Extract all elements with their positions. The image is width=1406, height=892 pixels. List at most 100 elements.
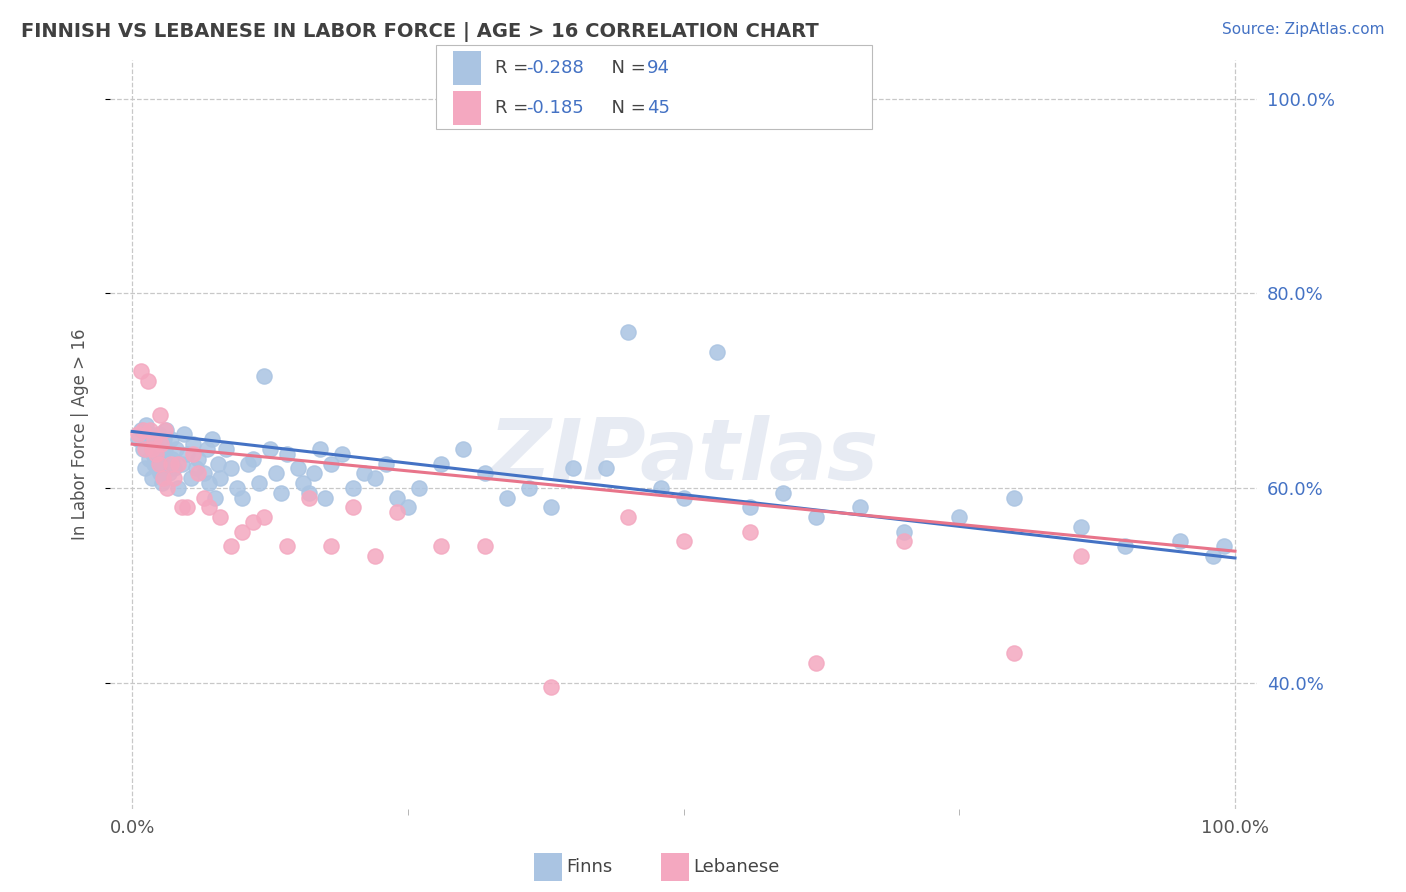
Point <box>204 491 226 505</box>
Point <box>145 447 167 461</box>
Point <box>231 491 253 505</box>
Point <box>804 510 827 524</box>
Point <box>540 681 562 695</box>
Point <box>672 491 695 505</box>
Point <box>297 485 319 500</box>
Point <box>153 432 176 446</box>
Point <box>893 534 915 549</box>
Point <box>132 442 155 456</box>
Point <box>364 471 387 485</box>
Point <box>221 461 243 475</box>
Point <box>253 368 276 383</box>
Point <box>385 491 408 505</box>
Point <box>149 437 172 451</box>
Point <box>187 451 209 466</box>
Point <box>650 481 672 495</box>
Point <box>163 471 186 485</box>
Point <box>143 432 166 446</box>
Point <box>135 417 157 432</box>
Point <box>276 539 298 553</box>
Point <box>451 442 474 456</box>
Point <box>292 476 315 491</box>
Point <box>215 442 238 456</box>
Point <box>149 467 172 481</box>
Point <box>540 500 562 515</box>
Point <box>149 437 172 451</box>
Point <box>430 457 453 471</box>
Point <box>225 481 247 495</box>
Text: R =: R = <box>495 99 534 117</box>
Point <box>247 476 270 491</box>
Point <box>1114 539 1136 553</box>
Point <box>156 457 179 471</box>
Point <box>738 524 761 539</box>
Point <box>297 491 319 505</box>
Point <box>374 457 396 471</box>
Text: 94: 94 <box>647 60 669 78</box>
Point <box>129 364 152 378</box>
Point <box>236 457 259 471</box>
Point <box>134 442 156 456</box>
Point <box>1168 534 1191 549</box>
Point <box>198 500 221 515</box>
Point <box>1002 646 1025 660</box>
Point <box>152 471 174 485</box>
Point <box>143 432 166 446</box>
Text: Finns: Finns <box>567 858 613 876</box>
Point <box>849 500 872 515</box>
Point <box>159 457 181 471</box>
Point <box>221 539 243 553</box>
Point <box>595 461 617 475</box>
Point <box>159 432 181 446</box>
Point <box>408 481 430 495</box>
Point <box>276 447 298 461</box>
Text: -0.185: -0.185 <box>526 99 583 117</box>
Text: Lebanese: Lebanese <box>693 858 779 876</box>
Text: ZIPatlas: ZIPatlas <box>488 416 879 499</box>
Point <box>804 656 827 670</box>
Point <box>287 461 309 475</box>
Point <box>143 457 166 471</box>
Point <box>138 451 160 466</box>
Point <box>163 461 186 475</box>
Point <box>141 442 163 456</box>
Point <box>617 510 640 524</box>
Point <box>157 467 180 481</box>
Point <box>617 325 640 339</box>
Point <box>264 467 287 481</box>
Point <box>187 467 209 481</box>
Point <box>517 481 540 495</box>
Point <box>1002 491 1025 505</box>
Point <box>193 467 215 481</box>
Point <box>330 447 353 461</box>
Point <box>173 427 195 442</box>
Point <box>170 500 193 515</box>
Point <box>180 471 202 485</box>
Text: N =: N = <box>600 99 652 117</box>
Point <box>176 500 198 515</box>
Point <box>231 524 253 539</box>
Point <box>139 437 162 451</box>
Point <box>308 442 330 456</box>
Point <box>209 510 232 524</box>
Point <box>129 423 152 437</box>
Point <box>474 539 496 553</box>
Point <box>209 471 232 485</box>
Point <box>242 451 264 466</box>
Point <box>145 442 167 456</box>
Point <box>170 457 193 471</box>
Point <box>155 423 177 437</box>
Y-axis label: In Labor Force | Age > 16: In Labor Force | Age > 16 <box>72 328 89 541</box>
Point <box>134 461 156 475</box>
Point <box>139 427 162 442</box>
Point <box>193 491 215 505</box>
Point <box>155 442 177 456</box>
Point <box>270 485 292 500</box>
Point <box>353 467 375 481</box>
Point <box>302 467 325 481</box>
Text: FINNISH VS LEBANESE IN LABOR FORCE | AGE > 16 CORRELATION CHART: FINNISH VS LEBANESE IN LABOR FORCE | AGE… <box>21 22 818 42</box>
Point <box>1202 549 1225 563</box>
Point <box>1070 520 1092 534</box>
Point <box>181 447 204 461</box>
Point <box>772 485 794 500</box>
